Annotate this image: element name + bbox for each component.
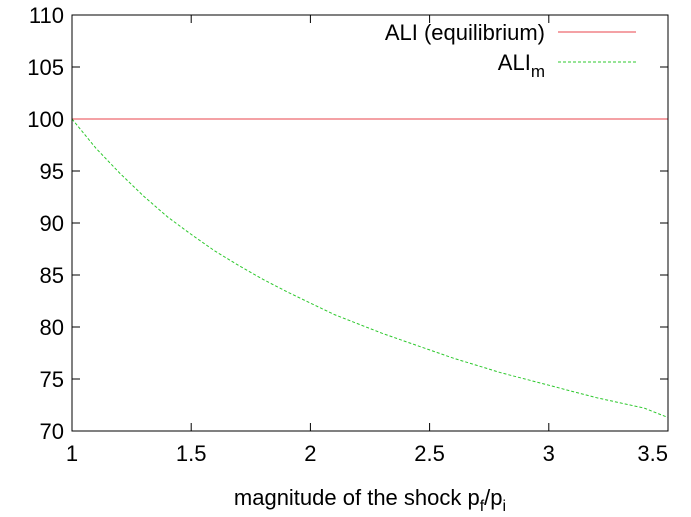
y-tick-label: 90 xyxy=(40,211,64,236)
x-tick-label: 2.5 xyxy=(414,441,445,466)
y-tick-label: 110 xyxy=(29,3,64,28)
y-tick-label: 80 xyxy=(40,315,64,340)
x-tick-label: 3.5 xyxy=(637,441,668,466)
y-tick-label: 105 xyxy=(27,55,64,80)
y-tick-label: 70 xyxy=(40,419,64,444)
x-axis-title: magnitude of the shock pf/pi xyxy=(234,485,506,515)
y-tick-label: 75 xyxy=(40,367,64,392)
x-tick-label: 2 xyxy=(304,441,316,466)
x-axis-title-mid: /p xyxy=(484,485,502,510)
legend-label-sub: m xyxy=(531,62,545,81)
y-tick-label: 95 xyxy=(40,159,64,184)
plot-frame xyxy=(71,14,669,432)
ticks-layer: 70 75 80 85 90 95 100 105 110 1 1.5 2 2.5 3 3.5 xyxy=(27,3,669,466)
legend-label-ali-equilibrium: ALI (equilibrium) xyxy=(385,20,545,45)
legend: ALI (equilibrium) ALIm xyxy=(385,20,636,81)
y-tick-label: 85 xyxy=(40,263,64,288)
x-tick-label: 3 xyxy=(543,441,555,466)
series-line-ali-m xyxy=(71,118,669,418)
x-axis-title-sub-i: i xyxy=(503,498,507,515)
series-layer xyxy=(71,118,669,418)
x-tick-label: 1 xyxy=(66,441,78,466)
legend-label-main: ALI xyxy=(498,50,531,75)
legend-label-ali-m: ALIm xyxy=(498,50,545,81)
x-axis-title-sub-f: f xyxy=(480,498,485,515)
x-tick-label: 1.5 xyxy=(176,441,207,466)
y-tick-label: 100 xyxy=(27,107,64,132)
legend-label-main: ALI (equilibrium) xyxy=(385,20,545,45)
x-axis-title-main: magnitude of the shock p xyxy=(234,485,480,510)
